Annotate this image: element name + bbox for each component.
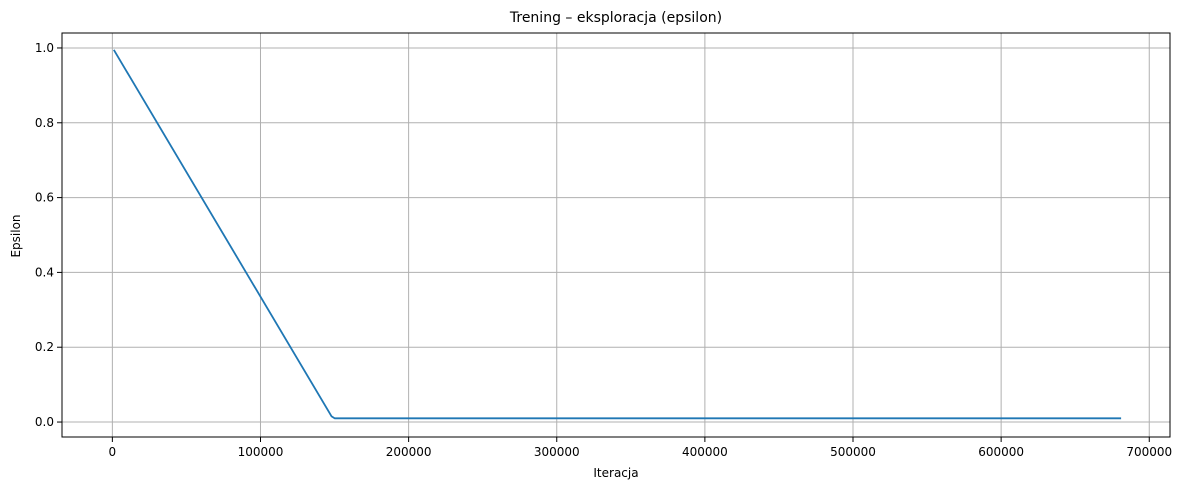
x-tick-label: 500000	[830, 445, 876, 459]
x-tick-label: 400000	[682, 445, 728, 459]
x-tick-label: 300000	[534, 445, 580, 459]
y-axis-label: Epsilon	[9, 214, 23, 257]
series-layer	[113, 49, 1122, 420]
x-tick-label: 200000	[386, 445, 432, 459]
x-axis-label: Iteracja	[593, 466, 638, 480]
y-tick-label: 0.4	[35, 265, 54, 279]
y-tick-label: 0.0	[35, 415, 54, 429]
y-tick-label: 0.8	[35, 116, 54, 130]
y-axis: 0.0 0.2 0.4 0.6 0.8 1.0	[35, 41, 62, 429]
x-tick-label: 700000	[1126, 445, 1172, 459]
x-axis: 0 100000 200000 300000 400000 500000 600000 700…	[109, 437, 1172, 459]
y-tick-label: 0.6	[35, 191, 54, 205]
y-tick-label: 0.2	[35, 340, 54, 354]
plot-frame	[61, 32, 1171, 438]
x-tick-label: 0	[109, 445, 117, 459]
x-tick-label: 600000	[978, 445, 1024, 459]
y-tick-label: 1.0	[35, 41, 54, 55]
grid	[62, 33, 1170, 437]
epsilon-series-line	[113, 49, 1122, 420]
x-tick-label: 100000	[238, 445, 284, 459]
chart-title: Trening – eksploracja (epsilon)	[509, 10, 722, 26]
